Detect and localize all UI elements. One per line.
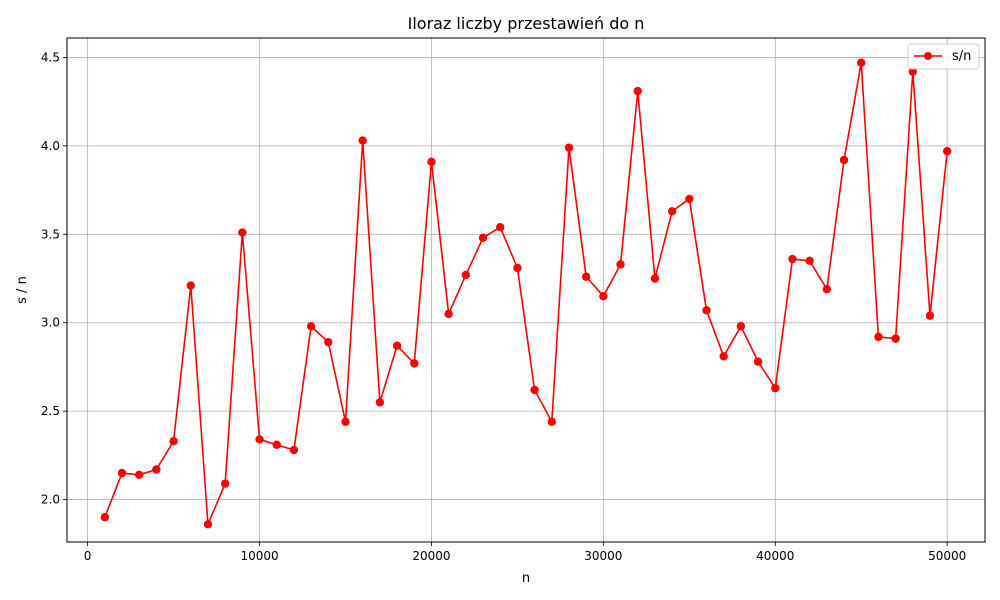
plot-frame bbox=[66, 37, 986, 543]
data-point bbox=[444, 309, 453, 319]
x-tick-label: 50000 bbox=[928, 549, 966, 563]
x-axis-label: n bbox=[522, 571, 530, 586]
data-point bbox=[685, 194, 694, 204]
data-point bbox=[530, 385, 539, 395]
data-point bbox=[513, 263, 522, 273]
data-point bbox=[857, 58, 866, 67]
data-point bbox=[564, 143, 574, 152]
grid bbox=[67, 38, 985, 542]
chart-title: Iloraz liczby przestawień do n bbox=[408, 14, 645, 33]
y-tick-label: 3.5 bbox=[41, 227, 60, 241]
ticks: 0 10000 20000 30000 40000 50000 2.0 2.5 3.0 3.5 4.… bbox=[41, 50, 966, 563]
data-point bbox=[633, 86, 642, 96]
data-point bbox=[616, 260, 625, 269]
data-point bbox=[255, 435, 264, 444]
x-tick-label: 0 bbox=[84, 549, 92, 563]
data-point bbox=[667, 207, 677, 216]
data-point bbox=[891, 334, 900, 343]
data-point bbox=[478, 233, 488, 243]
data-point bbox=[152, 465, 161, 474]
data-point bbox=[719, 352, 728, 361]
y-tick-label: 2.0 bbox=[41, 493, 60, 507]
data-point bbox=[942, 146, 952, 156]
data-point bbox=[702, 306, 711, 315]
data-point bbox=[874, 332, 883, 342]
data-point bbox=[272, 440, 281, 449]
legend-label: s/n bbox=[952, 49, 971, 64]
data-point bbox=[839, 155, 849, 165]
data-point bbox=[496, 223, 505, 232]
data-point bbox=[581, 272, 591, 281]
y-tick-label: 4.5 bbox=[41, 50, 60, 64]
data-point bbox=[289, 445, 299, 455]
y-tick-label: 2.5 bbox=[41, 404, 60, 418]
data-point bbox=[771, 383, 780, 393]
data-point bbox=[410, 359, 419, 368]
x-tick-label: 30000 bbox=[584, 549, 622, 563]
data-point bbox=[822, 284, 832, 294]
data-point bbox=[736, 322, 746, 331]
series-layer bbox=[100, 58, 952, 529]
data-point bbox=[788, 254, 797, 264]
data-point bbox=[358, 136, 367, 145]
data-point bbox=[238, 228, 247, 237]
data-point bbox=[324, 337, 333, 347]
data-point bbox=[100, 513, 110, 522]
x-tick-label: 10000 bbox=[240, 549, 278, 563]
data-point bbox=[925, 311, 935, 320]
data-point bbox=[805, 256, 814, 266]
data-point bbox=[650, 274, 660, 283]
y-tick-label: 3.0 bbox=[41, 316, 60, 330]
data-point bbox=[203, 520, 213, 529]
data-point bbox=[306, 322, 316, 331]
legend: s/n bbox=[907, 43, 980, 70]
data-point bbox=[375, 398, 385, 407]
data-point bbox=[135, 470, 144, 479]
y-tick-label: 4.0 bbox=[41, 139, 60, 153]
data-point bbox=[753, 357, 763, 366]
data-point bbox=[547, 417, 556, 426]
y-axis-label: s / n bbox=[15, 276, 30, 304]
data-point bbox=[220, 479, 230, 488]
legend-box bbox=[907, 43, 980, 70]
data-point bbox=[341, 417, 350, 426]
data-point bbox=[461, 270, 471, 280]
legend-marker-sample bbox=[924, 52, 932, 60]
data-point bbox=[117, 468, 127, 478]
x-tick-label: 40000 bbox=[756, 549, 794, 563]
data-point bbox=[169, 437, 178, 446]
data-point bbox=[599, 291, 608, 301]
data-point bbox=[427, 157, 436, 166]
data-point bbox=[186, 281, 195, 290]
data-point bbox=[392, 341, 402, 350]
x-tick-label: 20000 bbox=[412, 549, 450, 563]
